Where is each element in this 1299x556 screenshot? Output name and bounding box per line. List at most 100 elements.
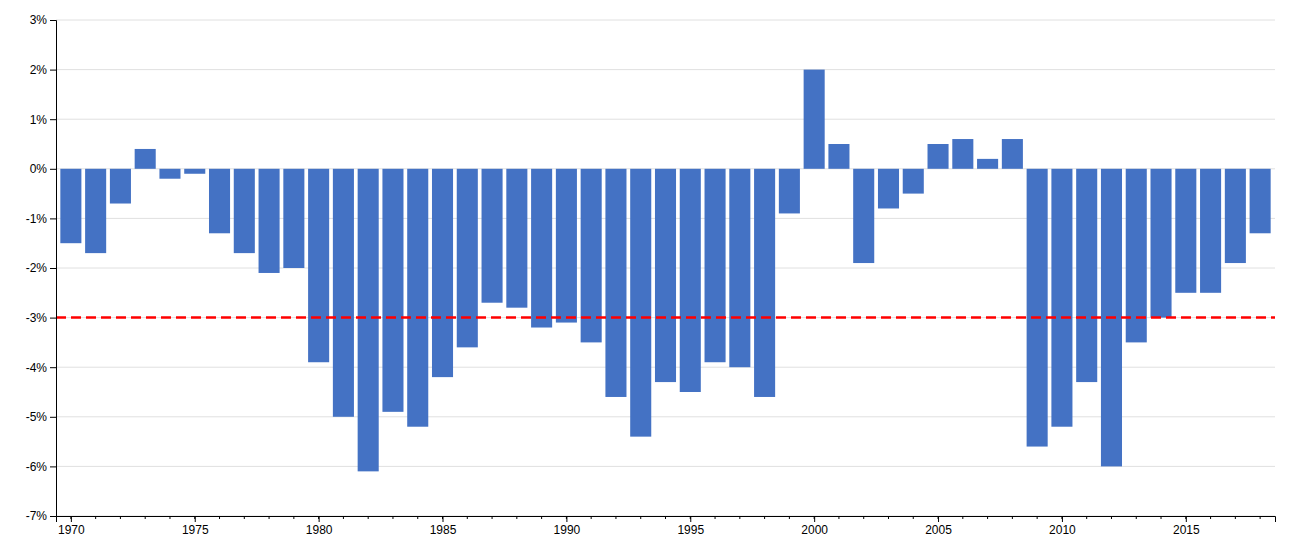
y-tick-label: -3% [26, 311, 48, 325]
x-tick: 2005 [925, 516, 952, 537]
grid-line [56, 20, 1275, 21]
x-tick-label: 1990 [554, 523, 581, 537]
y-tick-label: 3% [30, 13, 48, 27]
x-tick-mark [443, 516, 444, 522]
y-tick-label: -7% [26, 509, 48, 523]
y-tick-mark [50, 417, 56, 418]
grid-line [56, 119, 1275, 120]
x-tick-mark [71, 516, 72, 522]
bar [754, 169, 775, 397]
bar [1027, 169, 1048, 447]
bar [209, 169, 230, 233]
grid-line [56, 416, 1275, 417]
y-tick: -4% [26, 361, 56, 375]
bar [1051, 169, 1072, 427]
bar [1150, 169, 1171, 318]
grid-line [56, 466, 1275, 467]
y-tick-mark [50, 318, 56, 319]
y-axis-line [50, 21, 57, 517]
bar [60, 169, 81, 243]
x-tick: 1995 [677, 516, 704, 537]
y-tick-mark [50, 516, 56, 517]
bar [432, 169, 453, 377]
bar [853, 169, 874, 263]
y-axis: -7% -6% -5% -4% -3% -2% -1% 0% 1% 2% 3% [26, 13, 57, 523]
x-tick-label: 1995 [677, 523, 704, 537]
bar [680, 169, 701, 392]
bar [1175, 169, 1196, 293]
y-tick-mark [50, 218, 56, 219]
y-tick-label: 2% [30, 63, 48, 77]
bar [1002, 139, 1023, 169]
bar [705, 169, 726, 362]
x-tick-mark [195, 516, 196, 522]
bar [605, 169, 626, 397]
x-tick-mark [690, 516, 691, 522]
bar [1225, 169, 1246, 263]
x-tick: 2015 [1173, 516, 1200, 537]
y-tick-mark [50, 367, 56, 368]
y-tick: -7% [26, 509, 56, 523]
y-tick-mark [50, 20, 56, 21]
y-tick: 0% [30, 162, 56, 176]
y-tick: 1% [30, 113, 56, 127]
y-tick: -2% [26, 261, 56, 275]
bar [85, 169, 106, 253]
x-tick-label: 1985 [430, 523, 457, 537]
bar [1250, 169, 1271, 233]
bar [779, 169, 800, 214]
bar [804, 70, 825, 169]
bar [135, 149, 156, 169]
bar [531, 169, 552, 328]
bar [655, 169, 676, 382]
bar [308, 169, 329, 362]
bar [1200, 169, 1221, 293]
bar [729, 169, 750, 367]
x-tick-mark [1186, 516, 1187, 522]
x-tick-mark [1062, 516, 1063, 522]
y-tick-label: 1% [30, 113, 48, 127]
grid-line [56, 317, 1275, 318]
plot-area [56, 70, 1275, 472]
y-tick-mark [50, 466, 56, 467]
bar [407, 169, 428, 427]
x-tick-mark [319, 516, 320, 522]
bars [60, 70, 1270, 472]
x-tick: 1990 [554, 516, 581, 537]
bar [556, 169, 577, 323]
bar [234, 169, 255, 253]
x-axis-line [57, 517, 1276, 523]
bar [482, 169, 503, 303]
bar [977, 159, 998, 169]
y-tick: -6% [26, 460, 56, 474]
bar [630, 169, 651, 437]
y-tick-mark [50, 119, 56, 120]
bar [952, 139, 973, 169]
reference-line [56, 316, 1275, 319]
x-tick-label: 1980 [306, 523, 333, 537]
y-tick-mark [50, 169, 56, 170]
y-tick-label: -5% [26, 410, 48, 424]
y-tick: -1% [26, 212, 56, 226]
bar [903, 169, 924, 194]
chart: 1970197519801985199019952000200520102015… [0, 0, 1299, 556]
bar [878, 169, 899, 209]
y-tick-mark [50, 70, 56, 71]
x-tick: 2010 [1049, 516, 1076, 537]
grid [56, 20, 1275, 516]
bar [1076, 169, 1097, 382]
x-tick: 1985 [430, 516, 457, 537]
x-tick-label: 2015 [1173, 523, 1200, 537]
x-tick: 2000 [801, 516, 828, 537]
x-tick-mark [814, 516, 815, 522]
bar [283, 169, 304, 268]
x-tick-mark [566, 516, 567, 522]
y-tick: -3% [26, 311, 56, 325]
bar [259, 169, 280, 273]
x-tick: 1975 [182, 516, 209, 537]
bar [382, 169, 403, 412]
bar [159, 169, 180, 179]
bar [457, 169, 478, 348]
bar [506, 169, 527, 308]
y-tick-label: -1% [26, 212, 48, 226]
